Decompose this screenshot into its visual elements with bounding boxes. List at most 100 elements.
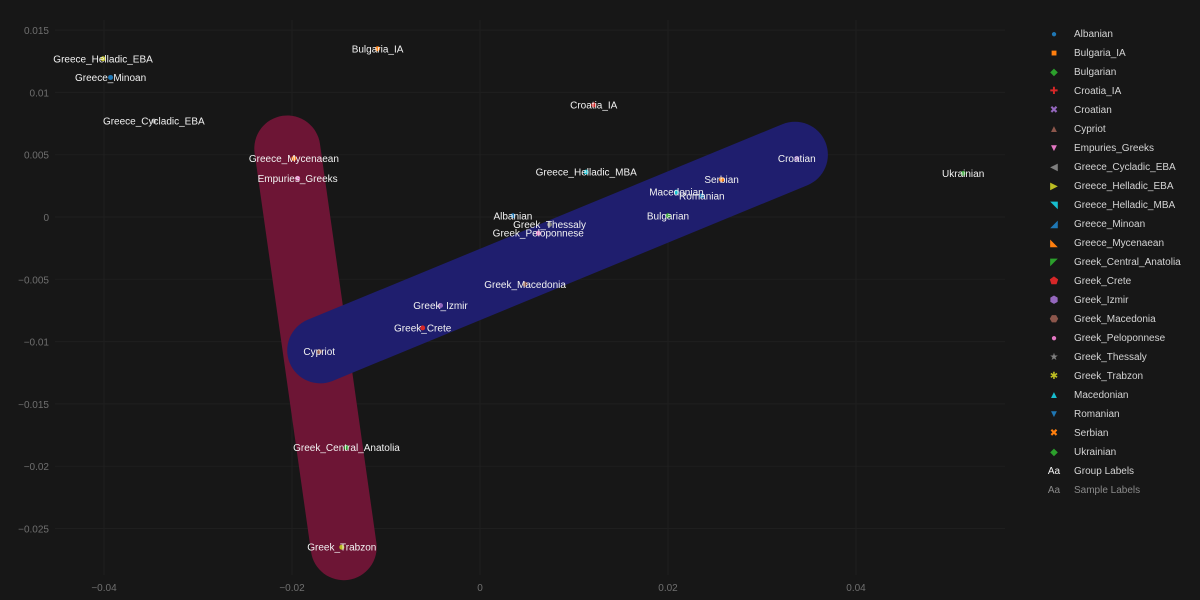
y-tick-label: 0 xyxy=(43,213,49,224)
legend-marker-icon: ✖ xyxy=(1049,104,1059,116)
legend-marker-icon: ● xyxy=(1050,332,1058,344)
legend-item: ◆ Bulgarian xyxy=(1044,63,1196,82)
legend-label: Bulgaria_IA xyxy=(1074,48,1126,59)
legend-label: Albanian xyxy=(1074,29,1113,40)
axis-ticks: −0.04 −0.02 0 0.02 0.04 0.015 0.01 0.005 0 −0.005… xyxy=(18,26,866,594)
legend-label: Romanian xyxy=(1074,409,1120,420)
legend-item: ▼ Romanian xyxy=(1044,405,1196,424)
legend-label: Greece_Helladic_EBA xyxy=(1074,181,1174,192)
point-marker xyxy=(583,169,589,175)
legend-item: ◢ Greece_Minoan xyxy=(1044,215,1196,234)
x-tick-label: −0.02 xyxy=(279,583,305,594)
legend-item: Aa Sample Labels xyxy=(1044,481,1196,500)
point-marker xyxy=(535,230,541,236)
legend-label: Croatia_IA xyxy=(1074,86,1122,97)
legend-item: ◆ Ukrainian xyxy=(1044,443,1196,462)
point-markers xyxy=(100,46,966,550)
y-tick-label: 0.01 xyxy=(30,88,50,99)
legend-marker-icon: ▲ xyxy=(1049,389,1059,401)
legend-item: ⬟ Greek_Crete xyxy=(1044,272,1196,291)
legend-item: ✖ Serbian xyxy=(1044,424,1196,443)
legend-item: ✖ Croatian xyxy=(1044,101,1196,120)
point-label: Ukrainian xyxy=(942,169,984,180)
legend-marker-icon: ▼ xyxy=(1049,142,1059,154)
legend-label: Greece_Cycladic_EBA xyxy=(1074,162,1176,173)
legend-label: Macedonian xyxy=(1074,390,1129,401)
legend-item: Aa Group Labels xyxy=(1044,462,1196,481)
point-marker xyxy=(510,213,516,219)
legend-item: ■ Bulgaria_IA xyxy=(1044,44,1196,63)
point-label: Greece_Helladic_EBA xyxy=(53,54,153,65)
point-labels: Albanian Bulgaria_IA Bulgarian Croatia_IA Cr… xyxy=(53,44,984,553)
group-bands xyxy=(254,115,828,581)
point-label: Greek_Trabzon xyxy=(307,543,376,554)
point-marker xyxy=(719,177,725,183)
grid-lines xyxy=(55,20,1005,575)
legend-label: Greek_Central_Anatolia xyxy=(1074,257,1181,268)
legend-item: ◣ Greece_Mycenaean xyxy=(1044,234,1196,253)
legend-item: ⬣ Greek_Macedonia xyxy=(1044,310,1196,329)
point-marker xyxy=(794,155,800,161)
point-label: Empuries_Greeks xyxy=(258,174,338,185)
point-marker xyxy=(522,281,528,287)
legend-label: Empuries_Greeks xyxy=(1074,143,1155,154)
y-tick-label: −0.025 xyxy=(18,525,49,536)
legend-marker-icon: ◣ xyxy=(1050,237,1058,249)
point-label: Greece_Minoan xyxy=(75,73,146,84)
point-marker xyxy=(151,118,157,124)
point-label: Greece_Cycladic_EBA xyxy=(103,117,205,128)
group-band-2 xyxy=(287,121,828,384)
point-marker xyxy=(438,302,444,308)
legend-item: ▼ Empuries_Greeks xyxy=(1044,139,1196,158)
legend-marker-icon: ◀ xyxy=(1050,161,1058,173)
point-label: Greek_Thessaly xyxy=(513,220,586,231)
legend-label: Greek_Crete xyxy=(1074,276,1132,287)
legend-marker-icon: ● xyxy=(1050,28,1058,40)
point-label: Greek_Macedonia xyxy=(484,280,566,291)
legend-marker-icon: ■ xyxy=(1050,47,1058,59)
point-label: Greek_Central_Anatolia xyxy=(293,443,400,454)
x-tick-label: 0.04 xyxy=(846,583,866,594)
legend-marker-icon: ◢ xyxy=(1050,218,1058,230)
legend-item: ◤ Greek_Central_Anatolia xyxy=(1044,253,1196,272)
point-label: Croatia_IA xyxy=(570,100,618,111)
point-marker xyxy=(295,175,301,181)
point-marker xyxy=(547,221,553,227)
legend-marker-icon: ▼ xyxy=(1049,408,1059,420)
legend-item: ▲ Cypriot xyxy=(1044,120,1196,139)
point-marker xyxy=(375,46,381,52)
y-tick-label: −0.02 xyxy=(24,462,50,473)
y-tick-label: −0.005 xyxy=(18,275,49,286)
legend-label: Greek_Thessaly xyxy=(1074,352,1147,363)
legend-label: Croatian xyxy=(1074,105,1112,116)
y-tick-label: −0.015 xyxy=(18,400,49,411)
legend-marker-icon: ▲ xyxy=(1049,123,1059,135)
legend-item: ★ Greek_Thessaly xyxy=(1044,348,1196,367)
y-tick-label: 0.005 xyxy=(24,151,49,162)
legend-label: Greek_Peloponnese xyxy=(1074,333,1166,344)
legend-item: ▲ Macedonian xyxy=(1044,386,1196,405)
legend-marker-icon: ⬣ xyxy=(1049,313,1059,325)
point-marker xyxy=(316,349,322,355)
legend-marker-icon: ✖ xyxy=(1049,427,1059,439)
x-tick-label: 0.02 xyxy=(658,583,678,594)
text-style-icon: Aa xyxy=(1047,465,1061,477)
point-marker xyxy=(665,213,671,219)
legend-label: Greece_Minoan xyxy=(1074,219,1146,230)
y-tick-label: 0.015 xyxy=(24,26,49,37)
legend-item: ● Albanian xyxy=(1044,25,1196,44)
point-marker xyxy=(420,325,426,331)
point-label: Greek_Peloponnese xyxy=(493,229,585,240)
legend-item: ◀ Greece_Cycladic_EBA xyxy=(1044,158,1196,177)
legend-label: Group Labels xyxy=(1074,466,1135,477)
legend-label: Cypriot xyxy=(1074,124,1106,135)
legend-label: Greek_Izmir xyxy=(1074,295,1129,306)
legend-label: Bulgarian xyxy=(1074,67,1117,78)
legend-item: ● Greek_Peloponnese xyxy=(1044,329,1196,348)
legend-item: ⬢ Greek_Izmir xyxy=(1044,291,1196,310)
point-marker xyxy=(339,544,345,550)
point-label: Cypriot xyxy=(303,347,335,358)
point-marker xyxy=(699,193,705,199)
scatter-plot: −0.04 −0.02 0 0.02 0.04 0.015 0.01 0.005 0 −0.005… xyxy=(18,20,1005,594)
x-tick-label: 0 xyxy=(477,583,483,594)
